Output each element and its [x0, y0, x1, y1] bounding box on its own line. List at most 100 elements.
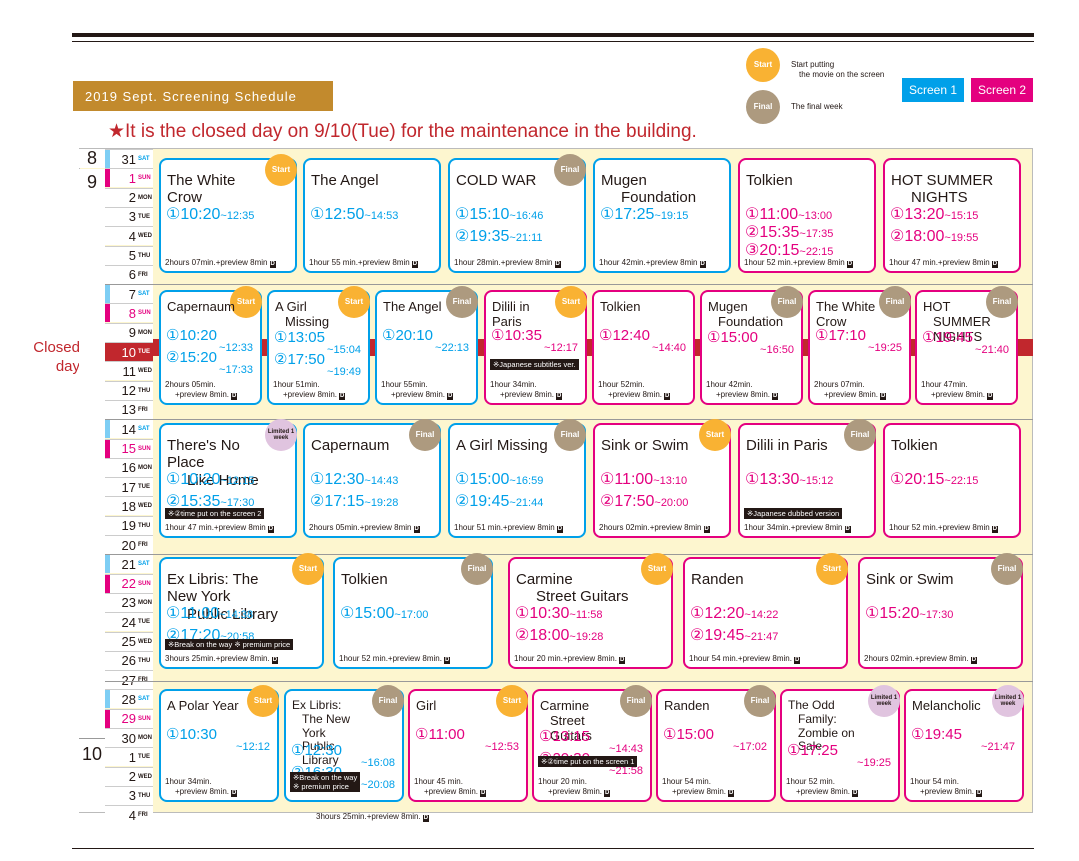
showtime: ①10:35 ~12:17	[491, 326, 578, 354]
runtime-text: 1hour 47 min.+preview 8min	[165, 522, 266, 532]
movie-card[interactable]: Start Sink or Swim ①11:00~13:10 ②17:50~20:0…	[593, 419, 731, 538]
day-number: 9	[128, 325, 136, 341]
top-rule	[72, 33, 1034, 37]
runtime-text: 1hour 45 min.	[414, 777, 463, 787]
showtime: ②19:45~21:44	[455, 491, 543, 511]
movie-title: Tolkien	[740, 172, 874, 189]
dolby-icon: D	[271, 656, 279, 664]
info-note: ※②time put on the screen 1	[538, 756, 638, 767]
movie-title-line: Street Guitars	[550, 712, 592, 743]
showtime-end: ~17:30	[220, 497, 255, 509]
showtime: ①19:45 ~21:40	[922, 328, 1009, 356]
start-badge: Start	[496, 685, 528, 717]
movie-card[interactable]: Limited 1 week There's No Place Like Home ①…	[159, 419, 297, 538]
movie-card[interactable]: Final Ex Libris: The New York Public Librar…	[284, 685, 430, 822]
movie-card[interactable]: Final Dilili in Paris ①13:30~15:12 ※Japanes…	[738, 419, 876, 538]
movie-card[interactable]: Limited 1 week The Odd Family: Zombie on Sa…	[780, 685, 900, 802]
runtime-text: 1hour 54 min.+preview 8min.	[689, 653, 792, 663]
movie-card[interactable]: Start Dilili in Paris ①10:35 ~12:17 ※Japanes…	[484, 286, 587, 405]
movie-title: A Polar Year	[161, 698, 277, 714]
movie-title-line: Randen	[664, 698, 710, 713]
dolby-icon: D	[703, 525, 710, 533]
preview-text: +preview 8min.	[175, 389, 230, 399]
movie-title: HOT SUMMER NIGHTS	[917, 299, 1016, 345]
movie-title: Dilili in Paris	[486, 299, 585, 330]
runtime-text: 1hour 42min.+preview 8min	[599, 257, 698, 267]
start-badge: Start	[338, 286, 370, 318]
runtime-text: 1hour 52 min.+preview 8min	[889, 522, 990, 532]
movie-card[interactable]: Start Ex Libris: The New York Public Libra…	[159, 553, 324, 669]
movie-card[interactable]: Start The White Crow ①10:20~12:35 2hours 07…	[159, 154, 297, 273]
final-badge: Final	[879, 286, 911, 318]
legend-start-badge: Start	[746, 48, 780, 82]
weekday-label: TUE	[138, 484, 150, 491]
movie-card[interactable]: Start Capernaum ①10:20 ~12:33 ②15:20 ~17:33 2h…	[159, 286, 262, 405]
start-badge: Start	[816, 553, 848, 585]
runtime-text: 1hour 34min.+preview 8min	[744, 522, 843, 532]
movie-card[interactable]: Final The White Crow ①17:10 ~19:25 2hours 07…	[808, 286, 911, 405]
movie-card[interactable]: Final The Angel ①20:10 ~22:13 1hour 55min. +p…	[375, 286, 478, 405]
weekday-label: WED	[138, 233, 152, 240]
movie-card[interactable]: The Angel ①12:50~14:53 1hour 55 min.+previ…	[303, 158, 441, 273]
dolby-icon: D	[267, 525, 275, 533]
movie-card[interactable]: Start Randen ①12:20~14:22 ②19:45~21:47 1hour…	[683, 553, 848, 669]
showtime-start: ①12:50	[310, 206, 365, 223]
movie-card[interactable]: Start Carmine Street Guitars ①10:30~11:58 ②1…	[508, 553, 673, 669]
weekday-label: SUN	[138, 175, 151, 182]
showtime-start: ②15:20	[166, 349, 217, 366]
showtime-end: ~14:22	[744, 609, 779, 621]
movie-card[interactable]: Mugen Foundation ①17:25~19:15 1hour 42min.+…	[593, 158, 731, 273]
showtime-start: ①11:00	[415, 726, 465, 743]
day-number: 3	[128, 788, 136, 804]
movie-card[interactable]: Start A Polar Year ①10:30 ~12:12 1hour 34min…	[159, 685, 279, 802]
runtime-info: 1hour 34min. +preview 8min. D	[490, 380, 563, 400]
movie-card[interactable]: Final Capernaum ①12:30~14:43 ②17:15~19:28 2h…	[303, 419, 441, 538]
movie-title: Melancholic	[906, 698, 1022, 714]
movie-card[interactable]: Final Mugen Foundation ①15:00 ~16:50 1hour 42…	[700, 286, 803, 405]
movie-card[interactable]: Final Randen ①15:00 ~17:02 1hour 54 min. +pre…	[656, 685, 776, 802]
info-note: ※Break on the way ※ premium price	[165, 639, 294, 650]
movie-card[interactable]: Tolkien ①20:15~22:15 1hour 52 min.+preview…	[883, 423, 1021, 538]
day-row: 10 TUE	[105, 342, 153, 361]
movie-card[interactable]: HOT SUMMER NIGHTS ①13:20~15:15 ②18:00~19:55…	[883, 158, 1021, 273]
day-number: 21	[121, 556, 136, 572]
weekday-label: FRI	[138, 677, 148, 683]
movie-card[interactable]: Start Girl ①11:00 ~12:53 1hour 45 min. +previ…	[408, 685, 528, 802]
movie-card[interactable]: Tolkien ①11:00~13:00 ②15:35~17:35 ③20:15~22…	[738, 158, 876, 273]
start-badge: Start	[230, 286, 262, 318]
showtime: ②17:50~20:00	[600, 491, 688, 511]
movie-card[interactable]: Limited 1 week Melancholic ①19:45 ~21:47 1ho…	[904, 685, 1024, 802]
note-line: ※Japanese subtitles ver.	[493, 360, 576, 369]
movie-card[interactable]: Start A Girl Missing ①13:05 ~15:04 ②17:50 ~19:…	[267, 286, 370, 405]
weekday-label: MON	[138, 599, 152, 606]
movie-card[interactable]: Final Sink or Swim ①15:20~17:30 2hours 02mi…	[858, 553, 1023, 669]
day-row: 4 WED	[105, 226, 153, 246]
day-row: 31 SAT	[105, 149, 153, 168]
movie-title-line: Girl	[416, 698, 437, 713]
movie-title-line: The New York	[302, 711, 351, 740]
runtime-info: 2hours 07min.+preview 8min D	[165, 258, 276, 268]
movie-card[interactable]: Tolkien ①12:40 ~14:40 1hour 52min. +preview …	[592, 290, 695, 405]
preview-text: +preview 8min.	[424, 786, 479, 796]
showtime-start: ①11:00	[600, 471, 654, 488]
day-number: 2	[128, 190, 136, 206]
showtime: ②17:50 ~19:49	[274, 350, 361, 378]
movie-title-line: A Girl	[275, 299, 307, 314]
movie-card[interactable]: Final HOT SUMMER NIGHTS ①19:45 ~21:40 1hour 4…	[915, 286, 1018, 405]
runtime-info: 1hour 47 min.+preview 8min D	[165, 522, 275, 533]
note-line: ※Japanese dubbed version	[747, 509, 840, 518]
runtime-info: 2hours 02min.+preview 8min D	[599, 523, 710, 533]
showtime-start: ①12:30	[310, 471, 365, 488]
showtime: ①12:20~14:22	[690, 603, 778, 623]
movie-card[interactable]: Final A Girl Missing ①15:00~16:59 ②19:45~21…	[448, 419, 586, 538]
movie-card[interactable]: Final Tolkien ①15:00~17:00 1hour 52 min.+pr…	[333, 553, 493, 669]
showtime-end: ~11:58	[569, 609, 603, 621]
weekday-label: MON	[138, 194, 152, 201]
movie-card[interactable]: Final COLD WAR ①15:10~16:46 ②19:35~21:11 1ho…	[448, 154, 586, 273]
final-badge: Final	[554, 419, 586, 451]
showtime-end: ~21:44	[509, 497, 544, 509]
dolby-icon: D	[772, 392, 779, 400]
showtime-end: ~21:58	[609, 765, 643, 777]
day-row: 15 SUN	[105, 438, 153, 458]
